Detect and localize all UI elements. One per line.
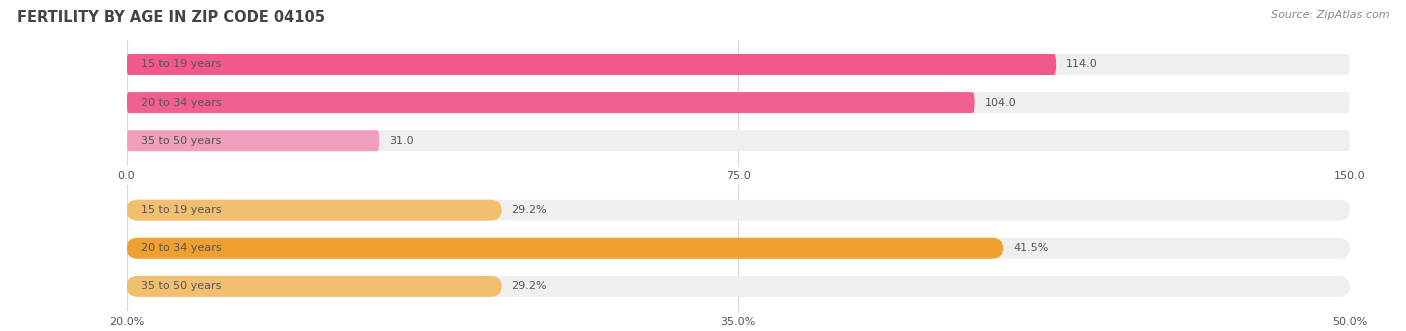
FancyBboxPatch shape — [127, 92, 974, 113]
Text: 29.2%: 29.2% — [512, 205, 547, 215]
Text: FERTILITY BY AGE IN ZIP CODE 04105: FERTILITY BY AGE IN ZIP CODE 04105 — [17, 10, 325, 25]
FancyBboxPatch shape — [127, 130, 380, 151]
Text: 31.0: 31.0 — [389, 136, 413, 146]
Text: 15 to 19 years: 15 to 19 years — [141, 60, 222, 70]
FancyBboxPatch shape — [127, 92, 1350, 113]
FancyBboxPatch shape — [127, 276, 1350, 297]
Text: 29.2%: 29.2% — [512, 281, 547, 291]
Text: 35 to 50 years: 35 to 50 years — [141, 281, 222, 291]
Text: 35 to 50 years: 35 to 50 years — [141, 136, 222, 146]
Text: Source: ZipAtlas.com: Source: ZipAtlas.com — [1271, 10, 1389, 20]
Text: 20 to 34 years: 20 to 34 years — [141, 243, 222, 253]
FancyBboxPatch shape — [127, 54, 1056, 75]
FancyBboxPatch shape — [127, 238, 1350, 259]
Text: 15 to 19 years: 15 to 19 years — [141, 205, 222, 215]
Text: 41.5%: 41.5% — [1012, 243, 1049, 253]
FancyBboxPatch shape — [127, 130, 1350, 151]
FancyBboxPatch shape — [127, 200, 1350, 221]
FancyBboxPatch shape — [127, 238, 1004, 259]
Text: 104.0: 104.0 — [984, 98, 1017, 108]
FancyBboxPatch shape — [127, 54, 1350, 75]
Text: 20 to 34 years: 20 to 34 years — [141, 98, 222, 108]
FancyBboxPatch shape — [127, 200, 502, 221]
Text: 114.0: 114.0 — [1066, 60, 1098, 70]
FancyBboxPatch shape — [127, 276, 502, 297]
